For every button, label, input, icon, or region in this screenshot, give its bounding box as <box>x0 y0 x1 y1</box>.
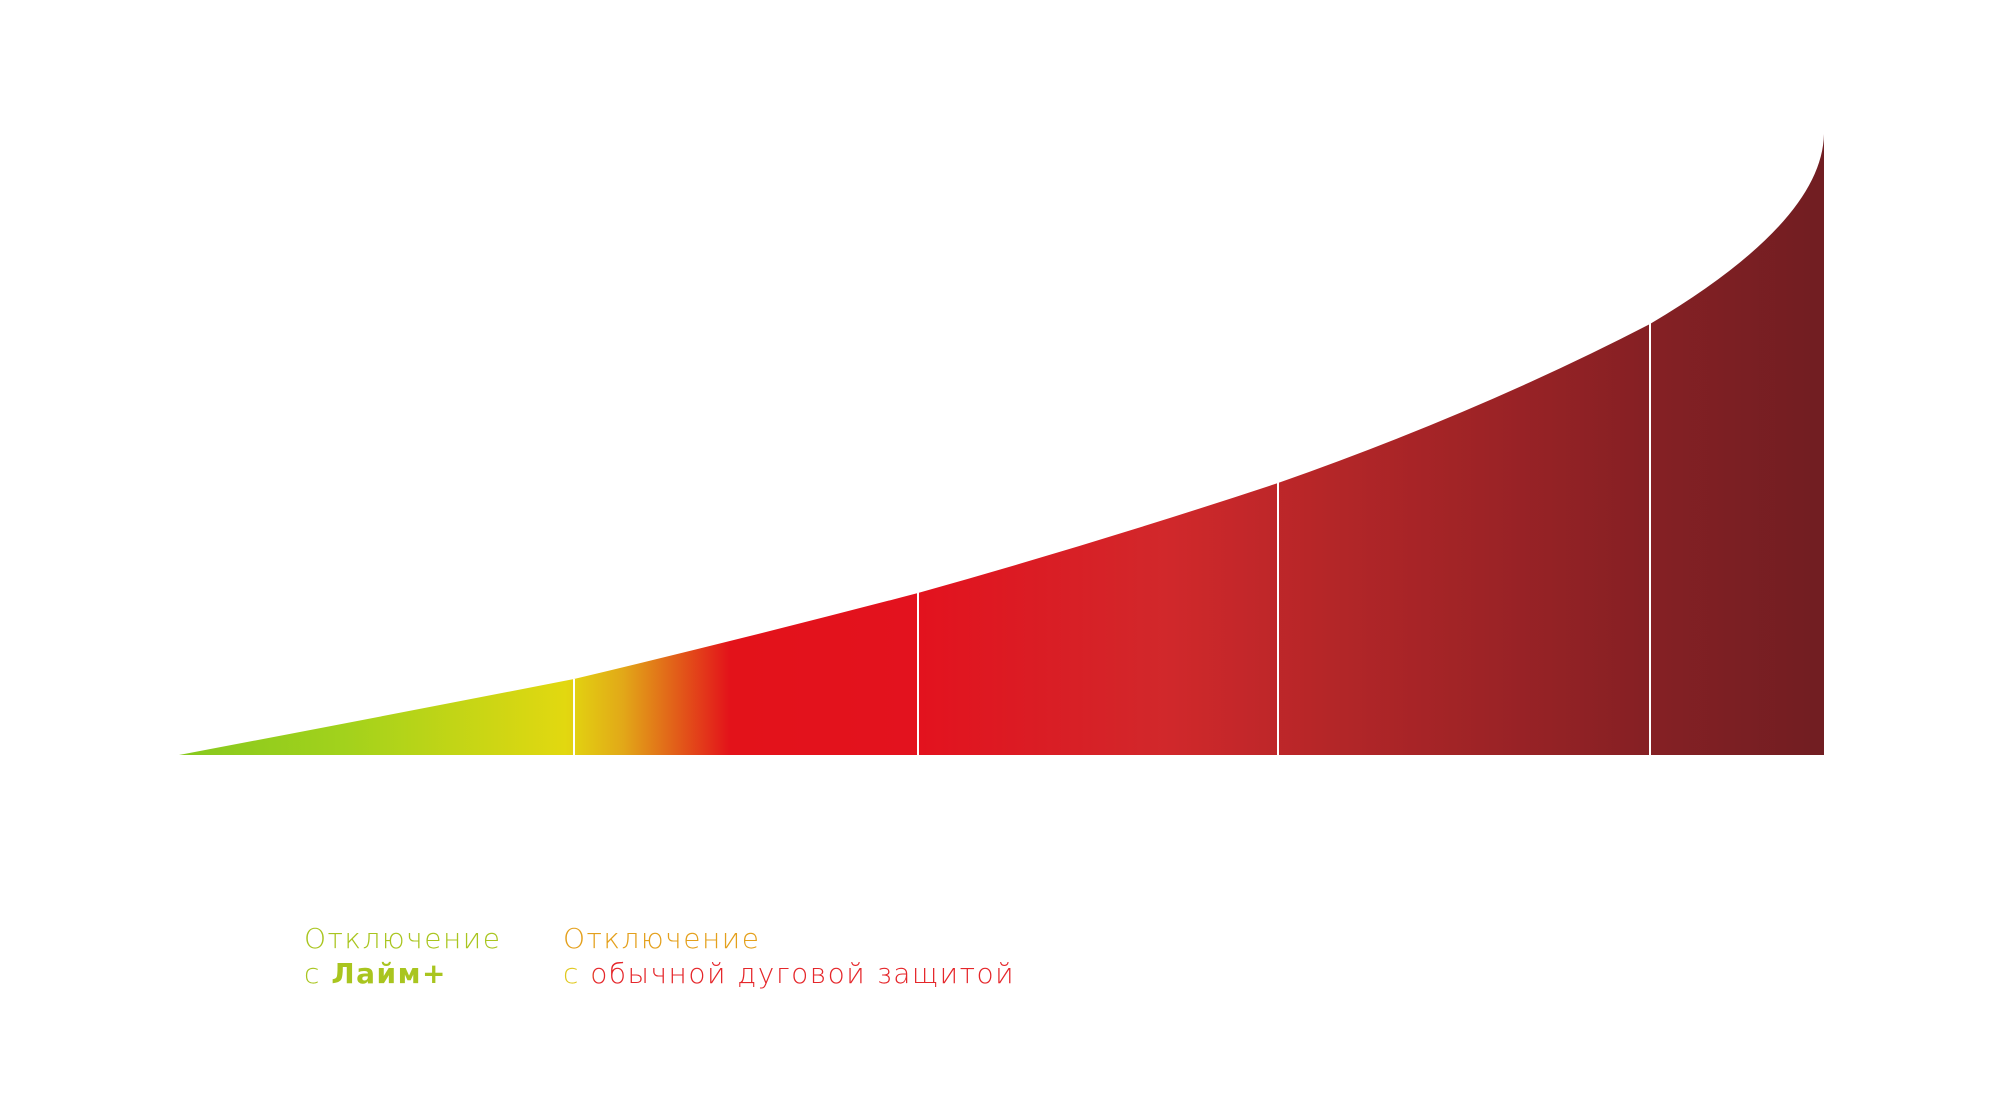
legend-standard: Отключение с обычной дуговой защитой <box>563 922 1015 990</box>
brand-name: Лайм+ <box>331 957 447 990</box>
label-line: Отключение <box>563 922 760 955</box>
dividers <box>573 323 1651 756</box>
legend-lime: Отключение с Лайм+ <box>304 922 501 990</box>
label-line: с обычной дуговой защитой <box>563 957 1015 990</box>
label-line: Отключение <box>304 922 501 955</box>
growth-area <box>179 134 1824 755</box>
label-line: с Лайм+ <box>304 957 447 990</box>
label-prefix: с <box>304 957 321 990</box>
